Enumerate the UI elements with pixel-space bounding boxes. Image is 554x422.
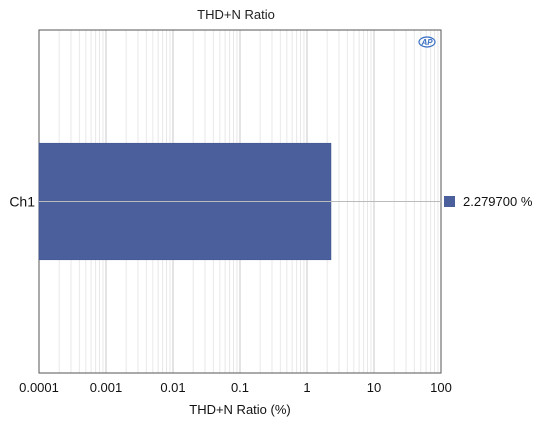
x-axis-label: THD+N Ratio (%) <box>189 402 291 417</box>
ap-logo-icon: AP <box>418 36 436 48</box>
svg-text:AP: AP <box>420 38 433 47</box>
legend: 2.279700 % <box>444 194 533 209</box>
legend-swatch <box>444 196 455 207</box>
x-tick-label: 10 <box>367 380 381 395</box>
x-tick-label: 1 <box>303 380 310 395</box>
x-tick-label: 0.1 <box>231 380 249 395</box>
x-tick-label: 0.01 <box>160 380 185 395</box>
x-tick-label: 0.001 <box>90 380 123 395</box>
category-label: Ch1 <box>9 194 35 210</box>
legend-label: 2.279700 % <box>463 194 533 209</box>
x-tick-labels: 0.0001 0.001 0.01 0.1 1 10 100 <box>19 380 452 395</box>
x-tick-label: 100 <box>430 380 452 395</box>
x-tick-label: 0.0001 <box>19 380 59 395</box>
bars: Ch1 <box>9 142 441 261</box>
chart-title: THD+N Ratio <box>197 7 275 22</box>
